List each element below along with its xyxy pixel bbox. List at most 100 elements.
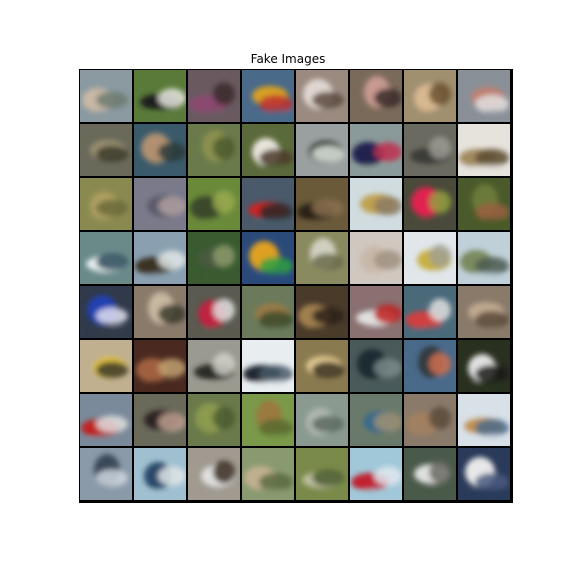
generated-image-pixels [350,232,402,284]
generated-image-r7-c8 [458,394,510,446]
generated-image-r6-c7 [404,340,456,392]
generated-image-pixels [296,448,348,500]
generated-image-pixels [458,394,510,446]
generated-image-r4-c1 [80,232,132,284]
generated-image-pixels [350,448,402,500]
generated-image-pixels [188,232,240,284]
generated-image-pixels [188,394,240,446]
generated-image-r3-c4 [242,178,294,230]
generated-image-r8-c2 [134,448,186,500]
generated-image-pixels [350,340,402,392]
generated-image-r3-c3 [188,178,240,230]
generated-image-r2-c6 [350,124,402,176]
generated-image-r4-c4 [242,232,294,284]
generated-image-pixels [188,124,240,176]
generated-image-r3-c2 [134,178,186,230]
generated-image-pixels [296,70,348,122]
generated-image-pixels [350,70,402,122]
generated-image-pixels [134,448,186,500]
generated-image-r2-c3 [188,124,240,176]
generated-image-r3-c6 [350,178,402,230]
generated-image-pixels [242,232,294,284]
generated-image-pixels [242,178,294,230]
generated-image-pixels [242,286,294,338]
generated-image-r6-c6 [350,340,402,392]
generated-image-r5-c2 [134,286,186,338]
generated-image-r8-c8 [458,448,510,500]
generated-image-pixels [80,286,132,338]
generated-image-pixels [134,70,186,122]
generated-image-pixels [458,340,510,392]
generated-image-pixels [188,70,240,122]
generated-image-pixels [134,124,186,176]
generated-image-pixels [188,340,240,392]
generated-image-pixels [242,394,294,446]
generated-image-pixels [458,124,510,176]
generated-image-pixels [134,394,186,446]
generated-image-r7-c1 [80,394,132,446]
generated-image-r7-c4 [242,394,294,446]
generated-image-r6-c2 [134,340,186,392]
generated-image-r6-c8 [458,340,510,392]
generated-image-r3-c5 [296,178,348,230]
generated-image-pixels [350,124,402,176]
generated-image-r5-c8 [458,286,510,338]
generated-image-pixels [188,448,240,500]
generated-image-pixels [296,178,348,230]
generated-image-r2-c2 [134,124,186,176]
generated-image-pixels [350,178,402,230]
generated-image-r1-c1 [80,70,132,122]
generated-image-r7-c5 [296,394,348,446]
generated-image-r2-c7 [404,124,456,176]
generated-image-pixels [458,448,510,500]
generated-image-pixels [296,340,348,392]
generated-image-r2-c5 [296,124,348,176]
generated-image-pixels [296,394,348,446]
generated-image-pixels [134,286,186,338]
generated-image-pixels [188,178,240,230]
generated-image-r7-c6 [350,394,402,446]
generated-image-pixels [404,286,456,338]
generated-image-pixels [458,286,510,338]
generated-image-pixels [296,286,348,338]
generated-image-r4-c2 [134,232,186,284]
generated-image-r2-c8 [458,124,510,176]
figure-title: Fake Images [250,52,326,66]
generated-image-pixels [242,448,294,500]
generated-image-r4-c5 [296,232,348,284]
generated-image-pixels [404,124,456,176]
generated-image-r2-c4 [242,124,294,176]
generated-image-pixels [404,232,456,284]
generated-image-r5-c1 [80,286,132,338]
generated-image-r5-c4 [242,286,294,338]
generated-image-pixels [350,286,402,338]
generated-image-r7-c7 [404,394,456,446]
generated-image-r5-c3 [188,286,240,338]
generated-image-pixels [242,124,294,176]
generated-image-r4-c3 [188,232,240,284]
generated-image-pixels [80,124,132,176]
generated-image-pixels [134,178,186,230]
generated-image-pixels [80,394,132,446]
generated-image-pixels [404,178,456,230]
generated-image-r8-c1 [80,448,132,500]
generated-image-pixels [188,286,240,338]
generated-image-r3-c7 [404,178,456,230]
generated-image-r3-c1 [80,178,132,230]
generated-image-r1-c6 [350,70,402,122]
generated-image-pixels [404,448,456,500]
generated-image-pixels [242,340,294,392]
generated-image-r1-c4 [242,70,294,122]
generated-image-pixels [296,124,348,176]
generated-image-r6-c4 [242,340,294,392]
generated-image-r4-c8 [458,232,510,284]
generated-image-r4-c7 [404,232,456,284]
generated-image-r8-c6 [350,448,402,500]
generated-image-r5-c6 [350,286,402,338]
generated-image-pixels [404,394,456,446]
generated-image-r1-c2 [134,70,186,122]
generated-image-r5-c7 [404,286,456,338]
generated-image-r6-c5 [296,340,348,392]
generated-image-pixels [134,232,186,284]
generated-image-pixels [242,70,294,122]
